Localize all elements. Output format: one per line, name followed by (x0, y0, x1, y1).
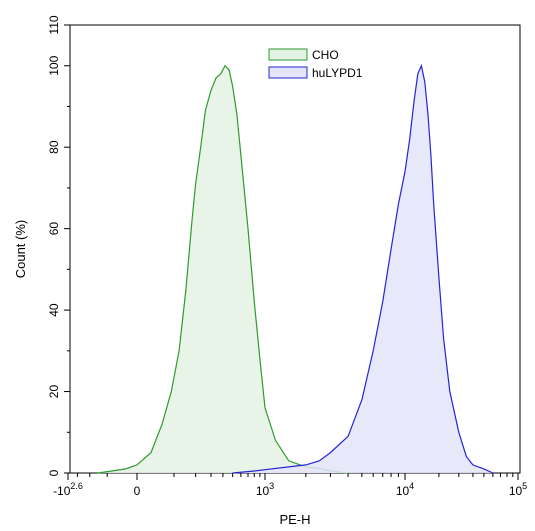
x-tick-label: 103 (256, 481, 274, 498)
y-tick-label: 60 (47, 222, 61, 236)
y-tick-label: 20 (47, 385, 61, 399)
series-layer (97, 63, 494, 474)
y-tick-label: 100 (47, 55, 61, 75)
x-axis-label: PE-H (279, 512, 310, 527)
y-tick-label: 40 (47, 303, 61, 317)
series-area-hulypd1 (232, 65, 493, 473)
legend-swatch (268, 48, 308, 61)
y-tick-label: 80 (47, 140, 61, 154)
x-tick-label: -102.6 (53, 481, 83, 498)
series-line-hulypd1 (232, 63, 494, 474)
legend-item-hulypd1: huLYPD1 (268, 66, 363, 80)
series-line-cho (97, 64, 349, 474)
axis-layer: 0 20 40 60 80 100 110 -102.6 0 103 104 105 (47, 15, 527, 498)
legend-item-cho: CHO (268, 48, 339, 62)
legend-swatch (268, 66, 308, 79)
y-tick-label: 0 (47, 469, 61, 476)
x-tick-label: 104 (396, 481, 414, 498)
x-tick-label: 105 (509, 481, 527, 498)
y-axis-label: Count (%) (13, 220, 28, 279)
legend: CHO huLYPD1 (268, 48, 363, 80)
legend-label: CHO (312, 48, 339, 62)
series-cho (97, 64, 349, 474)
legend-label: huLYPD1 (312, 66, 363, 80)
series-hulypd1 (232, 63, 494, 474)
x-tick-label: 0 (134, 484, 141, 498)
y-tick-label: 110 (47, 15, 61, 34)
series-area-cho (97, 65, 349, 473)
